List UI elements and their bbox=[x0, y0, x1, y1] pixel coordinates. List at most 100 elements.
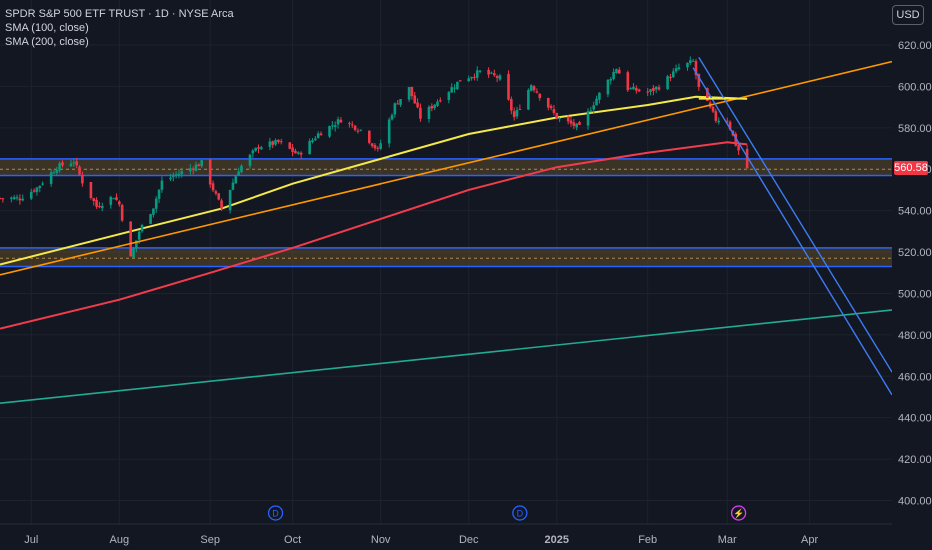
candle-body bbox=[373, 145, 377, 149]
candle-body bbox=[609, 78, 613, 81]
candle-body bbox=[98, 205, 101, 208]
trendline-channel-lower[interactable] bbox=[692, 67, 893, 396]
candle-body bbox=[376, 147, 380, 149]
zone-fill bbox=[0, 247, 892, 267]
candle-body bbox=[512, 111, 516, 118]
candle-body bbox=[706, 88, 709, 102]
candle-body bbox=[211, 183, 215, 191]
candle-body bbox=[331, 125, 334, 127]
candle-body bbox=[350, 124, 354, 126]
price-tick-label: 520.00 bbox=[898, 247, 932, 259]
candle-body bbox=[152, 208, 155, 215]
candle-body bbox=[0, 198, 2, 200]
candle-body bbox=[231, 182, 235, 190]
candle-body bbox=[475, 70, 479, 78]
candle-body bbox=[72, 162, 76, 164]
candle-body bbox=[615, 69, 618, 74]
candle-body bbox=[478, 70, 482, 72]
price-tick-label: 620.00 bbox=[898, 40, 932, 52]
candle-body bbox=[456, 81, 459, 90]
candle-body bbox=[637, 89, 641, 92]
candle-body bbox=[652, 87, 655, 91]
dividend-marker[interactable] bbox=[512, 505, 528, 521]
candle-body bbox=[299, 152, 303, 155]
candle-body bbox=[49, 172, 53, 184]
symbol-title[interactable]: SPDR S&P 500 ETF TRUST · 1D · NYSE Arca bbox=[5, 8, 234, 20]
dividend-marker-label: D bbox=[517, 509, 524, 519]
candle-body bbox=[430, 105, 434, 109]
time-tick-label: Feb bbox=[638, 534, 657, 546]
trendline-channel-upper[interactable] bbox=[698, 57, 893, 373]
price-tick-label: 460.00 bbox=[898, 371, 932, 383]
candle-body bbox=[694, 61, 698, 76]
candle-body bbox=[314, 138, 317, 141]
candle-body bbox=[328, 126, 331, 137]
candle-body bbox=[470, 76, 473, 79]
candle-body bbox=[18, 198, 22, 201]
dividend-marker[interactable] bbox=[267, 505, 284, 521]
candle-body bbox=[220, 200, 223, 209]
candle-body bbox=[339, 119, 343, 123]
candle-body bbox=[450, 87, 453, 93]
candle-body bbox=[745, 148, 749, 169]
candle-body bbox=[319, 133, 323, 136]
price-tick-label: 580.00 bbox=[898, 123, 932, 135]
candle-body bbox=[419, 107, 422, 119]
time-tick-label: Jul bbox=[24, 534, 38, 546]
currency-button[interactable]: USD bbox=[892, 5, 924, 25]
candle-body bbox=[359, 129, 363, 131]
candle-body bbox=[495, 76, 499, 78]
time-axis[interactable]: Jul Aug Sep Oct Nov Dec 2025 Feb Mar Apr bbox=[0, 523, 892, 546]
candle-body bbox=[566, 116, 570, 122]
sma100-legend[interactable]: SMA (100, close) bbox=[5, 22, 89, 34]
candle-body bbox=[191, 168, 195, 170]
price-tick-label: 600.00 bbox=[898, 81, 932, 93]
candle-body bbox=[197, 164, 201, 167]
sma100-line[interactable] bbox=[0, 95, 748, 266]
candle-body bbox=[1, 198, 5, 200]
price-tick-label: 480.00 bbox=[898, 330, 932, 342]
candle-body bbox=[120, 204, 124, 221]
trendlines[interactable] bbox=[0, 57, 893, 404]
zone-fill bbox=[0, 158, 892, 176]
candle-body bbox=[629, 88, 632, 90]
candle-body bbox=[336, 119, 340, 125]
price-axis[interactable]: 400.00 420.00 440.00 460.00 480.00 500.00 520.… bbox=[892, 0, 932, 550]
candle-body bbox=[58, 163, 61, 171]
candle-body bbox=[598, 92, 601, 100]
candle-body bbox=[157, 189, 161, 199]
candle-body bbox=[487, 69, 490, 75]
sma200-line[interactable] bbox=[0, 141, 748, 330]
candle-body bbox=[316, 133, 320, 139]
candle-body bbox=[552, 109, 556, 113]
candle-body bbox=[234, 176, 238, 184]
event-marker[interactable] bbox=[730, 505, 747, 521]
price-zones bbox=[0, 158, 892, 268]
candle-body bbox=[498, 75, 502, 80]
candle-body bbox=[674, 68, 678, 72]
candle-body bbox=[291, 147, 294, 152]
time-tick-label: Aug bbox=[110, 534, 130, 546]
candle-body bbox=[274, 140, 277, 145]
price-axis-bg bbox=[892, 0, 932, 550]
candle-body bbox=[10, 197, 13, 199]
sma200-legend[interactable]: SMA (200, close) bbox=[5, 36, 89, 48]
candle-body bbox=[214, 191, 218, 194]
time-tick-label: Dec bbox=[459, 534, 479, 546]
trendline-orange[interactable] bbox=[0, 60, 893, 276]
candle-body bbox=[149, 214, 152, 224]
candle-body bbox=[95, 199, 98, 207]
candle-body bbox=[558, 117, 561, 119]
candle-body bbox=[433, 104, 436, 109]
candle-body bbox=[711, 106, 715, 112]
candle-body bbox=[467, 78, 471, 82]
candle-body bbox=[296, 152, 300, 154]
candle-body bbox=[137, 231, 141, 240]
candle-body bbox=[589, 110, 593, 113]
event-markers[interactable]: D D ⚡ bbox=[267, 505, 747, 521]
trendline-teal[interactable] bbox=[0, 309, 893, 404]
candle-body bbox=[129, 221, 132, 257]
candle-body bbox=[112, 198, 115, 200]
candle-body bbox=[288, 142, 292, 149]
